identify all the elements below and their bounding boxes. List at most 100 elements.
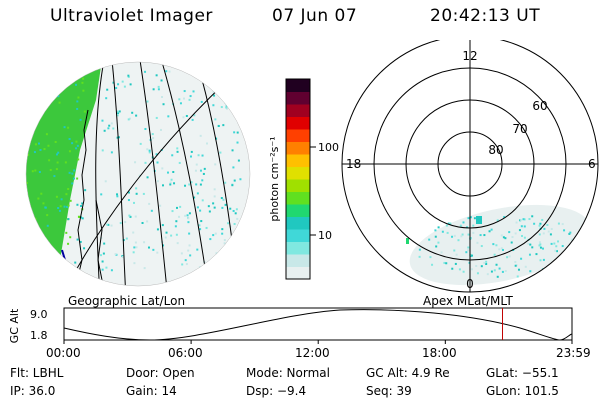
altitude-xticks xyxy=(63,340,573,344)
speckle-dot xyxy=(28,249,31,252)
speckle-dot xyxy=(529,270,532,273)
speckle-dot xyxy=(201,199,204,202)
time-tick-label: 12:00 xyxy=(295,346,330,360)
speckle-dot xyxy=(214,163,217,166)
speckle-dot xyxy=(504,269,507,272)
speckle-dot xyxy=(498,248,501,251)
speckle-dot xyxy=(155,116,158,119)
speckle-dot xyxy=(555,250,558,253)
speckle-dot xyxy=(134,215,137,218)
speckle-dot xyxy=(199,183,202,186)
speckle-dot xyxy=(152,248,155,251)
altitude-ytick: 1.8 xyxy=(30,329,48,342)
speckle-dot xyxy=(131,111,134,114)
speckle-dot xyxy=(184,259,187,262)
scale-tick-label: 100 xyxy=(318,141,339,154)
speckle-dot xyxy=(538,233,541,236)
speckle-dot xyxy=(80,204,83,207)
speckle-dot xyxy=(459,224,462,227)
altitude-plot: GC Alt 9.0 1.8 xyxy=(8,307,573,344)
speckle-dot xyxy=(504,237,507,240)
speckle-dot xyxy=(133,246,136,249)
speckle-dot xyxy=(122,239,125,242)
speckle-dot xyxy=(161,167,164,170)
speckle-dot xyxy=(223,248,226,251)
color-scale-cell xyxy=(286,141,310,155)
meridian-line xyxy=(111,62,127,286)
speckle-dot xyxy=(479,234,482,237)
speckle-dot xyxy=(215,137,218,140)
speckle-dot xyxy=(539,259,542,262)
speckle-dot xyxy=(117,83,120,86)
speckle-dot xyxy=(152,88,155,91)
speckle-dot xyxy=(133,201,136,204)
speckle-dot xyxy=(60,198,63,201)
speckle-dot xyxy=(27,248,30,251)
speckle-dot xyxy=(188,212,191,215)
speckle-dot xyxy=(27,153,30,156)
speckle-dot xyxy=(519,219,522,222)
speckle-dot xyxy=(578,241,581,244)
speckle-dot xyxy=(467,249,470,252)
speckle-dot xyxy=(144,70,147,73)
speckle-dot xyxy=(77,96,80,99)
speckle-dot xyxy=(58,209,61,212)
speckle-dot xyxy=(480,265,483,268)
speckle-dot xyxy=(229,207,232,210)
speckle-dot xyxy=(101,119,104,122)
speckle-dot xyxy=(542,258,545,261)
speckle-dot xyxy=(485,262,488,265)
speckle-dot xyxy=(73,169,76,172)
speckle-dot xyxy=(156,161,159,164)
speckle-dot xyxy=(101,149,104,152)
speckle-dot xyxy=(46,214,49,217)
speckle-dot xyxy=(458,268,461,271)
speckle-dot xyxy=(107,223,110,226)
speckle-dot xyxy=(165,231,168,234)
speckle-dot xyxy=(236,217,239,220)
speckle-dot xyxy=(176,150,179,153)
speckle-dot xyxy=(30,89,33,92)
altitude-curve xyxy=(63,309,573,341)
speckle-dot xyxy=(176,242,179,245)
speckle-dot xyxy=(118,110,121,113)
speckle-dot xyxy=(228,81,231,84)
speckle-dot xyxy=(498,267,501,270)
speckle-dot xyxy=(35,117,38,120)
color-scale-cell xyxy=(286,266,310,280)
speckle-dot xyxy=(502,236,505,239)
speckle-dot xyxy=(195,163,198,166)
speckle-dot xyxy=(472,231,475,234)
speckle-dot xyxy=(128,117,131,120)
color-scale-cell xyxy=(286,79,310,92)
speckle-dot xyxy=(49,267,52,270)
speckle-dot xyxy=(233,222,236,225)
speckle-dot xyxy=(528,218,531,221)
speckle-dot xyxy=(443,261,446,264)
instrument-title: Ultraviolet Imager xyxy=(50,6,213,26)
speckle-dot xyxy=(37,197,40,200)
speckle-dot xyxy=(159,128,162,131)
speckle-dot xyxy=(47,144,50,147)
speckle-dot xyxy=(541,247,544,250)
speckle-dot xyxy=(571,238,574,241)
speckle-dot xyxy=(446,231,449,234)
speckle-dot xyxy=(227,241,230,244)
speckle-dot xyxy=(147,246,150,249)
speckle-dot xyxy=(492,243,495,246)
speckle-dot xyxy=(518,229,521,232)
speckle-dot xyxy=(201,179,204,182)
speckle-dot xyxy=(531,215,534,218)
speckle-dot xyxy=(146,176,149,179)
speckle-dot xyxy=(100,193,103,196)
speckle-dot xyxy=(117,112,120,115)
speckle-dot xyxy=(81,217,84,220)
seq-info: Seq: 39 xyxy=(366,384,412,398)
speckle-dot xyxy=(148,202,151,205)
speckle-dot xyxy=(106,223,109,226)
speckle-dot xyxy=(139,142,142,145)
speckle-dot xyxy=(220,197,223,200)
speckle-dot xyxy=(233,84,236,87)
speckle-dot xyxy=(214,232,217,235)
speckle-dot xyxy=(127,74,130,77)
